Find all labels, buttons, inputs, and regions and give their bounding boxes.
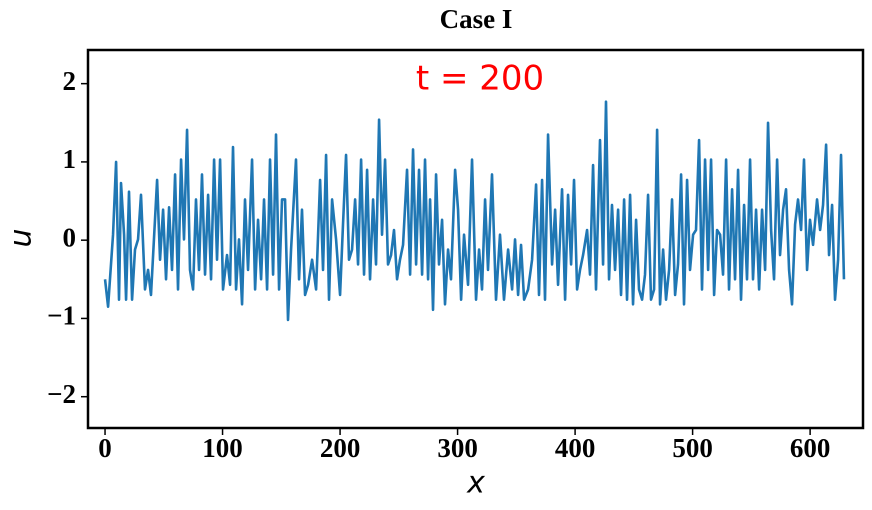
y-tick-label: 2 [63,66,77,96]
y-tick-label: 0 [63,222,77,252]
y-axis-label: u [4,228,39,247]
x-tick-label: 500 [672,433,713,463]
plot-frame [86,48,865,430]
chart-title: Case I [440,4,513,34]
y-tick-label: −1 [47,301,76,331]
x-tick-label: 600 [790,433,831,463]
x-axis-label: x [466,466,485,501]
y-tick-label: −2 [47,379,76,409]
y-tick-label: 1 [63,144,77,174]
x-tick-label: 200 [320,433,361,463]
x-tick-label: 0 [98,433,112,463]
x-tick-label: 100 [202,433,243,463]
x-tick-label: 400 [555,433,596,463]
annotation: t = 200 [416,59,544,99]
data-line [103,100,846,322]
x-tick-label: 300 [437,433,478,463]
